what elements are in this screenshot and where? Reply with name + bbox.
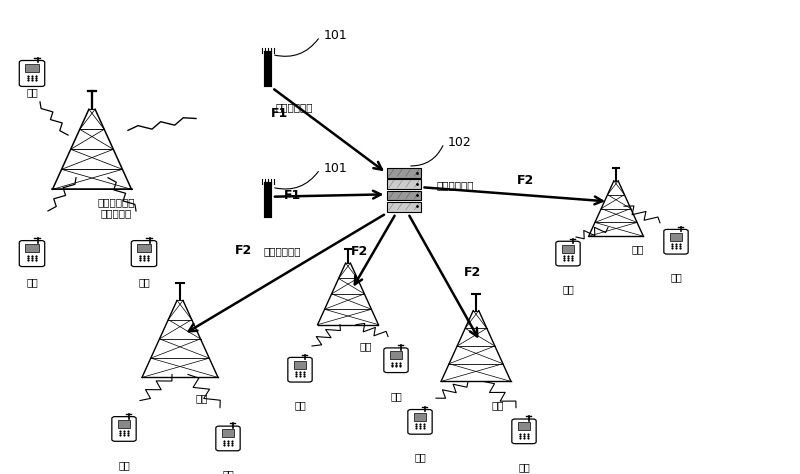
Text: 终端: 终端 [390, 391, 402, 401]
Text: 终端: 终端 [118, 460, 130, 470]
Text: F2: F2 [235, 244, 253, 256]
FancyBboxPatch shape [387, 168, 421, 178]
FancyBboxPatch shape [26, 64, 38, 73]
Text: F2: F2 [518, 173, 534, 187]
Text: F1: F1 [283, 189, 301, 202]
Text: 终端: 终端 [414, 453, 426, 463]
Text: F1: F1 [271, 107, 289, 120]
Text: 频谱检测设备: 频谱检测设备 [264, 246, 302, 256]
Text: 基站: 基站 [196, 393, 209, 403]
Text: 基站: 基站 [632, 244, 645, 254]
FancyBboxPatch shape [390, 351, 402, 359]
Text: 终端: 终端 [294, 401, 306, 410]
FancyBboxPatch shape [414, 413, 426, 421]
Text: F2: F2 [463, 266, 481, 279]
FancyBboxPatch shape [562, 245, 574, 253]
Text: 频谱检测设备: 频谱检测设备 [276, 102, 314, 112]
FancyBboxPatch shape [294, 361, 306, 369]
Text: 基站: 基站 [492, 401, 505, 410]
Text: 101: 101 [324, 29, 348, 42]
FancyBboxPatch shape [518, 422, 530, 430]
Text: 终端: 终端 [138, 277, 150, 287]
Text: 终端: 终端 [670, 273, 682, 283]
Text: 终端: 终端 [222, 469, 234, 474]
FancyBboxPatch shape [387, 202, 421, 212]
FancyBboxPatch shape [222, 429, 234, 438]
Text: 终端: 终端 [26, 277, 38, 287]
Text: F2: F2 [351, 245, 369, 258]
Text: 102: 102 [448, 136, 472, 149]
Text: 频率管理设备: 频率管理设备 [436, 180, 474, 190]
Text: 基站: 基站 [360, 341, 373, 351]
Text: 101: 101 [324, 162, 348, 175]
FancyBboxPatch shape [387, 191, 421, 201]
Text: 终端: 终端 [518, 462, 530, 472]
FancyBboxPatch shape [138, 244, 150, 253]
FancyBboxPatch shape [26, 244, 38, 253]
Text: 终端: 终端 [562, 284, 574, 294]
FancyBboxPatch shape [118, 420, 130, 428]
Text: 终端: 终端 [26, 87, 38, 97]
FancyBboxPatch shape [387, 179, 421, 189]
FancyBboxPatch shape [670, 233, 682, 241]
Text: 授权网络的信
号发射中心: 授权网络的信 号发射中心 [98, 197, 134, 219]
